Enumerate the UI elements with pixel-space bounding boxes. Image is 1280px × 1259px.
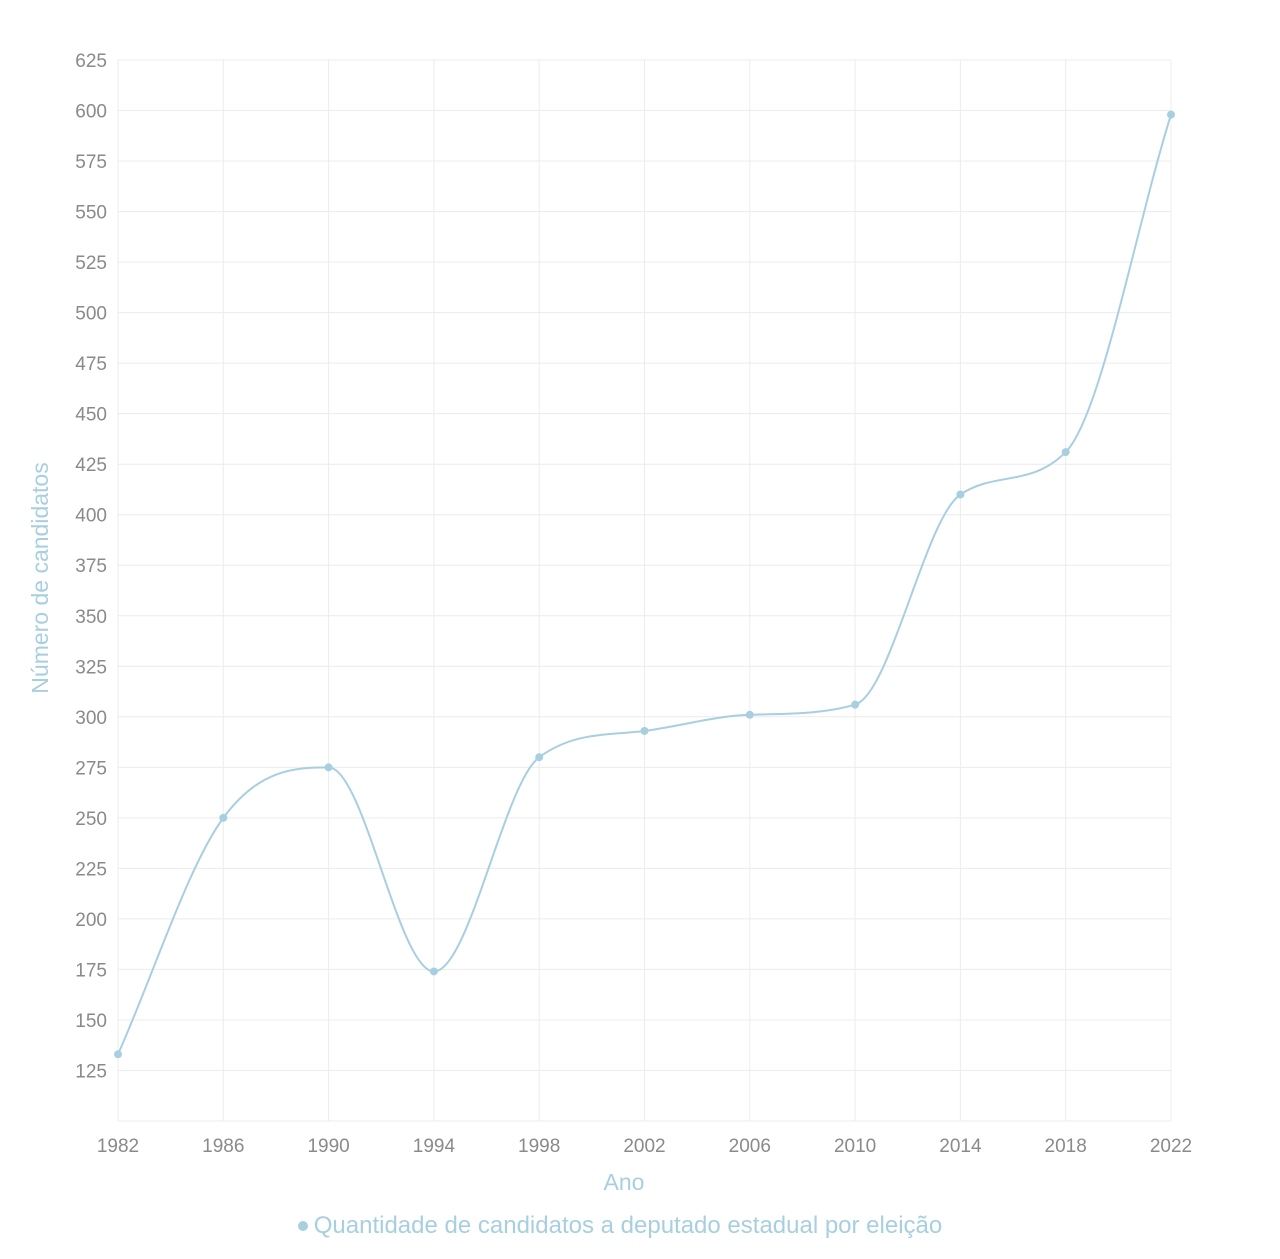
y-tick-label: 400 [75, 506, 107, 527]
y-tick-label: 550 [75, 203, 107, 224]
x-tick-label: 1998 [518, 1136, 560, 1157]
x-tick-label: 1982 [97, 1136, 139, 1157]
x-tick-label: 1986 [202, 1136, 244, 1157]
data-point[interactable] [956, 490, 965, 499]
y-tick-label: 250 [75, 809, 107, 830]
y-axis-tick-labels: 125 150 175 200 225 250 275 300 325 350 375 400 425 4… [75, 51, 107, 1082]
y-tick-label: 575 [75, 152, 107, 173]
x-tick-label: 2010 [834, 1136, 876, 1157]
y-tick-label: 125 [75, 1061, 107, 1082]
x-tick-label: 2022 [1150, 1136, 1192, 1157]
y-axis-title: Número de candidatos [27, 462, 53, 693]
series-line [117, 114, 1172, 1055]
y-tick-label: 275 [75, 758, 107, 779]
y-tick-label: 600 [75, 102, 107, 123]
y-tick-label: 150 [75, 1011, 107, 1032]
vertical-gridlines [117, 60, 1172, 1121]
y-tick-label: 375 [75, 556, 107, 577]
x-tick-label: 1990 [307, 1136, 349, 1157]
y-tick-label: 175 [75, 960, 107, 981]
x-axis-tick-labels: 1982 1986 1990 1994 1998 2002 2006 2010 2014 2018… [97, 1136, 1192, 1157]
x-axis-title: Ano [604, 1169, 645, 1195]
x-tick-label: 2006 [729, 1136, 771, 1157]
y-tick-label: 525 [75, 253, 107, 274]
data-point[interactable] [114, 1050, 122, 1059]
data-point[interactable] [851, 700, 860, 709]
y-tick-label: 325 [75, 657, 107, 678]
data-point[interactable] [640, 726, 649, 735]
y-tick-label: 200 [75, 910, 107, 931]
y-tick-label: 225 [75, 859, 107, 880]
data-point[interactable] [219, 813, 228, 822]
data-point[interactable] [324, 763, 333, 772]
data-point[interactable] [745, 710, 754, 719]
y-tick-label: 425 [75, 455, 107, 476]
legend-item-series[interactable]: Quantidade de candidatos a deputado esta… [297, 1212, 943, 1240]
data-point[interactable] [429, 967, 438, 976]
x-tick-label: 2014 [939, 1136, 982, 1157]
x-tick-label: 2018 [1045, 1136, 1087, 1157]
y-tick-label: 450 [75, 405, 107, 426]
legend: Quantidade de candidatos a deputado esta… [0, 1212, 1240, 1240]
legend-marker-icon [297, 1221, 308, 1231]
y-tick-label: 475 [75, 354, 107, 375]
line-chart: 125 150 175 200 225 250 275 300 325 350 375 400 425 4… [27, 51, 1192, 1195]
data-point[interactable] [1167, 110, 1175, 119]
data-point[interactable] [535, 753, 544, 762]
y-tick-label: 300 [75, 708, 107, 729]
x-tick-label: 1994 [413, 1136, 456, 1157]
data-points [114, 110, 1175, 1059]
y-tick-label: 350 [75, 607, 107, 628]
x-tick-label: 2002 [623, 1136, 665, 1157]
y-tick-label: 500 [75, 304, 107, 325]
data-point[interactable] [1061, 448, 1070, 457]
y-tick-label: 625 [75, 51, 107, 72]
legend-label: Quantidade de candidatos a deputado esta… [313, 1212, 943, 1239]
